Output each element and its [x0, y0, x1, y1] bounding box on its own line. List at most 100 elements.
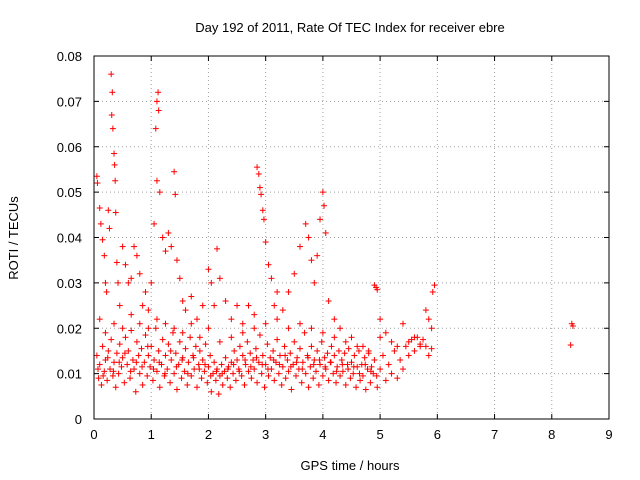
data-point	[100, 372, 107, 379]
data-point	[125, 279, 132, 286]
data-point	[322, 363, 329, 370]
data-point	[150, 366, 157, 373]
y-tick-label: 0	[75, 412, 82, 427]
data-point	[242, 361, 249, 368]
data-point	[162, 352, 169, 359]
data-point	[299, 359, 306, 366]
data-point	[188, 372, 195, 379]
data-point	[165, 341, 172, 348]
data-point	[111, 359, 118, 366]
data-point	[124, 361, 131, 368]
data-point	[258, 370, 265, 377]
data-point	[96, 316, 103, 323]
data-point	[127, 368, 134, 375]
data-point	[122, 334, 129, 341]
data-point	[104, 377, 111, 384]
data-point	[155, 107, 162, 114]
data-point	[125, 347, 132, 354]
data-point	[234, 302, 241, 309]
data-point	[305, 384, 312, 391]
data-point	[184, 381, 191, 388]
data-point	[252, 345, 259, 352]
data-point	[112, 209, 119, 216]
data-point	[322, 229, 329, 236]
data-point	[103, 288, 110, 295]
data-point	[310, 375, 317, 382]
x-tick-label: 8	[548, 427, 555, 442]
data-point	[274, 336, 281, 343]
data-point	[305, 354, 312, 361]
data-point	[318, 338, 325, 345]
data-point	[313, 368, 320, 375]
data-point	[195, 361, 202, 368]
data-point	[302, 370, 309, 377]
data-point	[344, 361, 351, 368]
data-point	[348, 359, 355, 366]
data-point	[207, 372, 214, 379]
data-point	[96, 361, 103, 368]
x-tick-label: 3	[262, 427, 269, 442]
data-point	[192, 343, 199, 350]
data-point	[131, 366, 138, 373]
data-point	[153, 98, 160, 105]
data-point	[216, 338, 223, 345]
data-point	[428, 325, 435, 332]
data-point	[274, 316, 281, 323]
data-point	[334, 363, 341, 370]
data-point	[382, 329, 389, 336]
data-point	[270, 357, 277, 364]
data-point	[102, 329, 109, 336]
roti-series	[93, 71, 576, 398]
data-point	[368, 363, 375, 370]
data-point	[298, 379, 305, 386]
data-point	[265, 372, 272, 379]
data-point	[270, 347, 277, 354]
data-point	[288, 386, 295, 393]
data-point	[353, 384, 360, 391]
data-point	[207, 352, 214, 359]
data-point	[259, 361, 266, 368]
data-point	[330, 370, 337, 377]
data-point	[152, 125, 159, 132]
data-point	[285, 368, 292, 375]
data-point	[145, 352, 152, 359]
data-point	[405, 352, 412, 359]
data-point	[214, 245, 221, 252]
data-point	[307, 363, 314, 370]
data-point	[367, 379, 374, 386]
y-tick-label: 0.02	[57, 321, 82, 336]
data-point	[285, 325, 292, 332]
data-point	[302, 220, 309, 227]
grid-lines	[94, 56, 609, 419]
data-point	[182, 345, 189, 352]
data-point	[261, 384, 268, 391]
x-tick-label: 1	[148, 427, 155, 442]
data-point	[107, 366, 114, 373]
data-point	[319, 189, 326, 196]
data-point	[147, 363, 154, 370]
data-point	[361, 354, 368, 361]
data-point	[238, 372, 245, 379]
data-point	[133, 359, 140, 366]
data-point	[337, 372, 344, 379]
data-point	[260, 216, 267, 223]
data-point	[222, 298, 229, 305]
y-tick-label: 0.08	[57, 49, 82, 64]
data-point	[228, 316, 235, 323]
data-point	[173, 386, 180, 393]
data-point	[251, 311, 258, 318]
data-point	[187, 334, 194, 341]
data-point	[208, 279, 215, 286]
data-point	[402, 343, 409, 350]
data-point	[325, 377, 332, 384]
data-point	[319, 329, 326, 336]
data-point	[119, 325, 126, 332]
data-point	[190, 354, 197, 361]
data-point	[338, 357, 345, 364]
data-point	[222, 354, 229, 361]
x-tick-label: 2	[205, 427, 212, 442]
data-point	[201, 368, 208, 375]
data-point	[179, 357, 186, 364]
data-point	[431, 282, 438, 289]
